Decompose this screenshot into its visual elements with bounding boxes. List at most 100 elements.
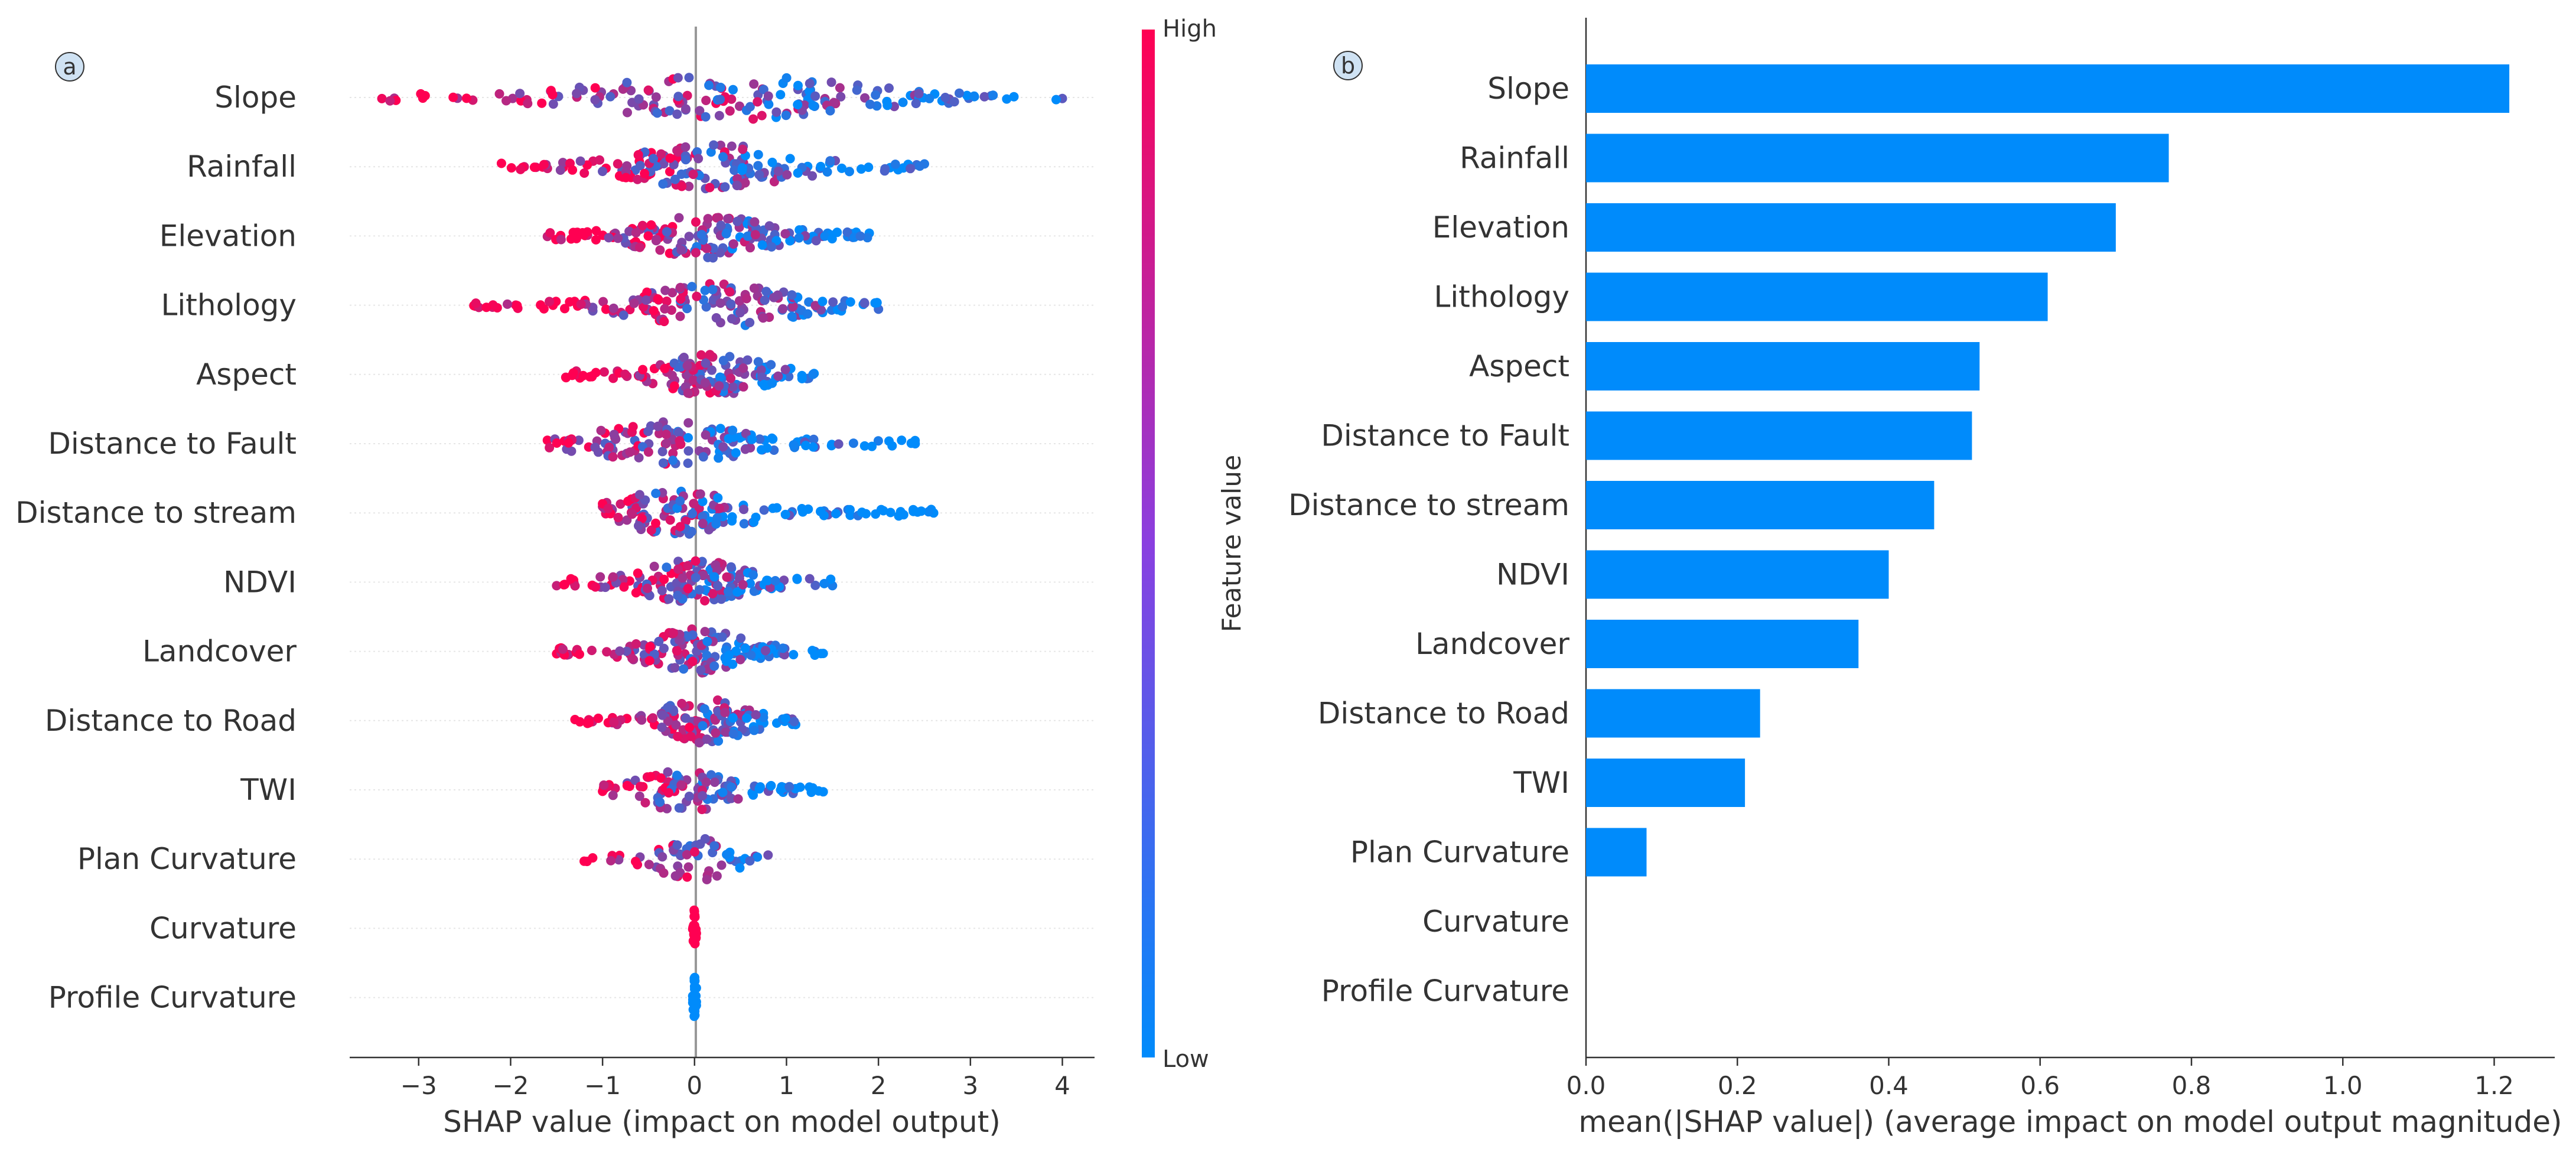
shap-dot [702,734,712,744]
shap-dot [515,89,525,99]
shap-dot [738,382,748,392]
shap-dot [702,650,712,660]
shap-dot [719,279,729,289]
shap-dot [663,717,673,726]
shap-dot [700,627,710,637]
panel-a-feature-label: Curvature [149,911,297,945]
shap-dot [709,661,719,671]
shap-dot [664,594,674,604]
shap-dot [797,373,807,383]
shap-dot [691,572,701,582]
shap-dot [680,142,691,152]
shap-dot [664,788,673,798]
panel-b-badge: b [1333,51,1363,80]
shap-dot [634,453,644,463]
shap-dot [738,580,748,590]
panel-b-x-tick-label: 0.0 [1567,1071,1606,1100]
shap-dot [551,297,561,307]
shap-dot [793,80,803,90]
shap-dot [591,235,601,245]
shap-dot [675,282,685,292]
shap-dot [731,448,741,458]
shap-dot [608,303,618,313]
shap-dot [642,287,652,297]
shap-dot [716,220,726,230]
shap-dot [622,646,631,656]
shap-dot [672,109,682,119]
shap-dot [809,434,819,444]
shap-dot [709,841,719,851]
shap-dot [651,92,661,102]
panel-a-feature-label: Slope [214,80,297,115]
importance-bar [1586,411,1972,460]
shap-dot [659,574,669,584]
shap-dot [695,585,705,595]
shap-dot [764,99,774,109]
shap-dot [675,496,685,506]
shap-dot [760,295,770,305]
shap-dot [570,581,580,591]
shap-dot [766,780,776,790]
shap-dot [690,982,700,992]
shap-dot [713,581,723,591]
shap-dot [669,381,679,391]
shap-dot [598,297,608,307]
shap-dot [545,228,555,238]
shap-dot [689,375,699,385]
shap-dot [605,92,615,102]
shap-dot [679,353,689,362]
shap-dot [735,308,745,318]
shap-dot [714,736,724,746]
shap-dot [708,588,718,598]
shap-dot [940,93,950,102]
shap-dot [873,436,883,446]
shap-dot [599,780,609,790]
shap-dot [739,505,749,515]
shap-dot [916,506,926,516]
shap-dot [657,585,667,595]
shap-dot [698,496,708,506]
shap-dot [718,787,728,798]
shap-dot [781,110,791,121]
shap-dot [496,158,506,168]
shap-dot [683,388,693,398]
shap-dot [825,156,835,166]
importance-bar [1586,272,2048,321]
shap-dot [684,232,694,242]
shap-dot [861,509,871,519]
shap-dot [698,721,708,731]
shap-dot [793,100,803,110]
shap-dot [676,169,686,179]
shap-dot [780,365,790,375]
shap-dot [582,718,592,728]
shap-dot [811,236,821,246]
panel-a-x-tick-label: −1 [584,1071,621,1100]
shap-dot [646,525,656,535]
shap-dot [722,572,732,582]
shap-dot [732,587,742,597]
panel-b-feature-label: Curvature [1422,904,1569,939]
shap-dot [728,729,738,739]
shap-dot [880,166,890,176]
shap-dot [672,503,682,513]
shap-dot [700,378,710,388]
shap-dot [703,214,713,224]
shap-dot [806,787,816,798]
shap-dot [582,857,592,867]
shap-dot [672,646,682,656]
panel-a-feature-label: Distance to Road [45,704,297,738]
shap-dot [661,438,671,448]
shap-dot [735,863,745,873]
shap-dot [728,713,738,723]
shap-dot [667,288,678,298]
shap-dot [911,99,921,109]
shap-dot [649,561,659,571]
shap-dot [721,727,731,737]
panel-b-badge-circle [1333,51,1363,80]
shap-dot [728,239,738,249]
shap-dot [701,777,711,787]
shap-dot [979,92,989,102]
shap-dot [690,920,699,930]
shap-dot [674,803,684,813]
shap-dot [693,154,704,164]
